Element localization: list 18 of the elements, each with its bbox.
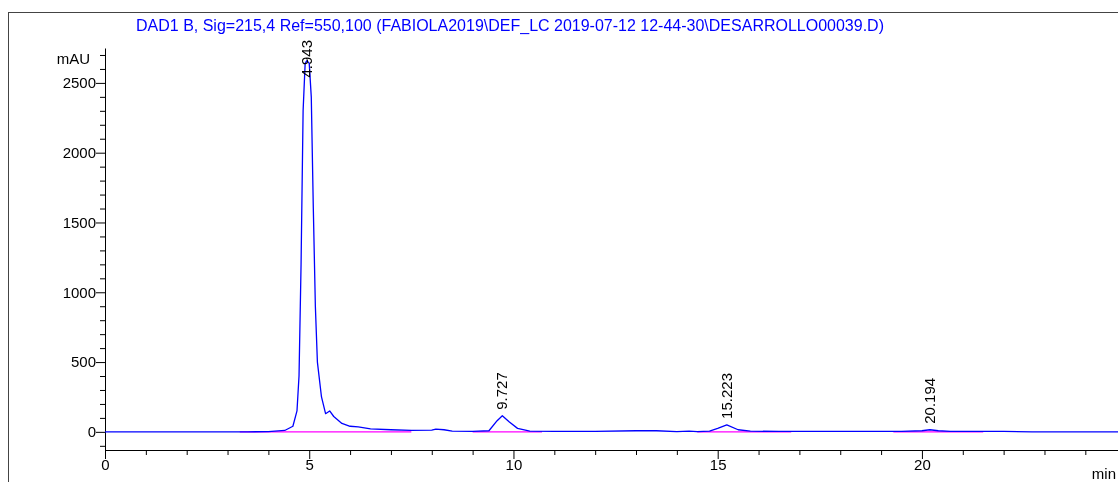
y-tick-label: 500	[70, 353, 96, 371]
y-tick-label: 2000	[62, 143, 96, 161]
x-axis-title: min	[1091, 465, 1116, 482]
annotation: 9.727	[493, 372, 511, 410]
y-tick-label: 2500	[62, 74, 96, 92]
y-tick-label: 1000	[62, 283, 96, 301]
y-tick-label: 0	[87, 423, 96, 441]
x-tick-label: 10	[505, 455, 523, 473]
annotation: 15.223	[717, 372, 735, 419]
x-tick-label: 20	[914, 455, 931, 473]
annotation: 4.943	[297, 40, 315, 78]
y-tick-label: 1500	[62, 213, 96, 231]
x-tick-label: 15	[709, 455, 727, 473]
x-tick-label: 5	[305, 455, 314, 473]
chart-title: DAD1 B, Sig=215,4 Ref=550,100 (FABIOLA2019\DEF_LC 2019-07-12 12-44-30\DESARROLLO00039.D)	[136, 17, 884, 35]
annotation: 20.194	[920, 377, 938, 424]
y-axis-title: mAU	[56, 50, 90, 67]
x-tick-label: 0	[101, 455, 110, 473]
